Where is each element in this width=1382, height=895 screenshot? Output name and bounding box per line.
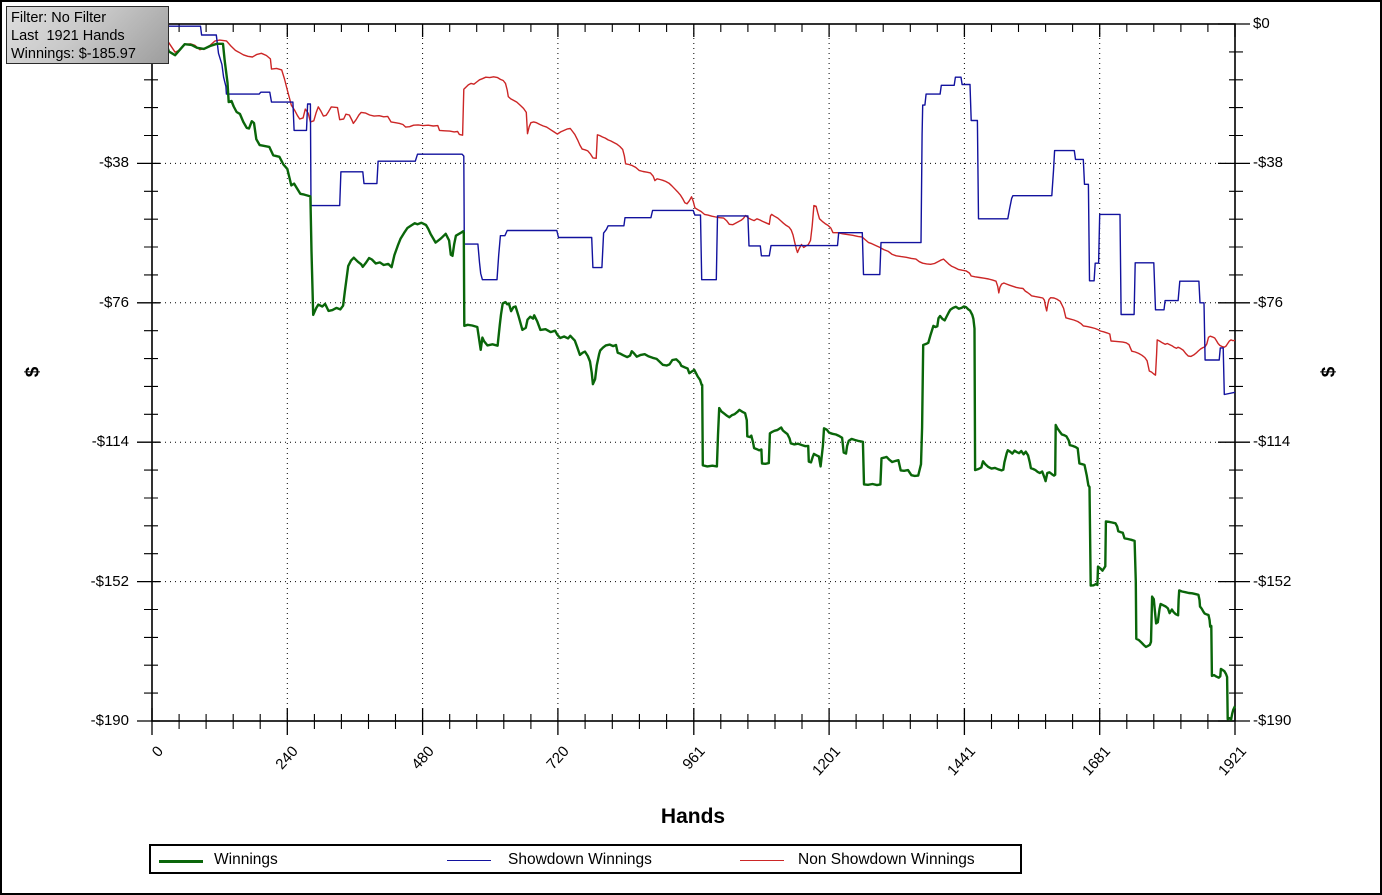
legend-label-showdown-winnings: Showdown Winnings [508, 851, 652, 868]
y-tick-label-right: -$38 [1253, 154, 1284, 172]
legend-line-winnings [159, 860, 203, 863]
y-axis-title-left: $ [22, 366, 44, 378]
series-line-showdown-winnings [152, 25, 1236, 396]
y-tick-label-right: $0 [1253, 15, 1270, 32]
series-line-winnings [151, 24, 1237, 721]
legend-line-non-showdown-winnings [740, 860, 784, 861]
y-tick-label-left: -$152 [90, 572, 129, 590]
plot-border [151, 23, 1236, 722]
y-axis-title-right: $ [1318, 366, 1340, 378]
tooltip-winnings-line: Winnings: $-185.97 [11, 46, 136, 63]
y-tick-label-left: -$190 [90, 712, 129, 729]
x-axis-title: Hands [660, 805, 726, 828]
series-line-non-showdown-winnings [151, 25, 1235, 376]
tooltip-filter-line: Filter: No Filter [11, 10, 107, 26]
dotted-gridlines [155, 28, 1233, 719]
y-tick-label-left: -$38 [98, 154, 129, 172]
legend-line-showdown-winnings [447, 860, 491, 861]
legend-label-winnings: Winnings [214, 851, 278, 868]
y-tick-label-right: -$76 [1253, 293, 1284, 311]
legend-label-non-showdown-winnings: Non Showdown Winnings [798, 851, 975, 868]
legend: Winnings Showdown Winnings Non Showdown Wi… [149, 844, 1022, 874]
hover-tooltip: Filter: No Filter Last 1921 Hands Winnin… [6, 6, 169, 64]
y-tick-label-left: -$76 [98, 293, 129, 311]
y-tick-label-right: -$114 [1253, 433, 1291, 451]
y-tick-label-right: -$190 [1253, 712, 1292, 729]
y-tick-label-right: -$152 [1253, 572, 1292, 590]
y-tick-label-left: -$114 [91, 433, 129, 451]
tooltip-hands-line: Last 1921 Hands [11, 28, 125, 45]
